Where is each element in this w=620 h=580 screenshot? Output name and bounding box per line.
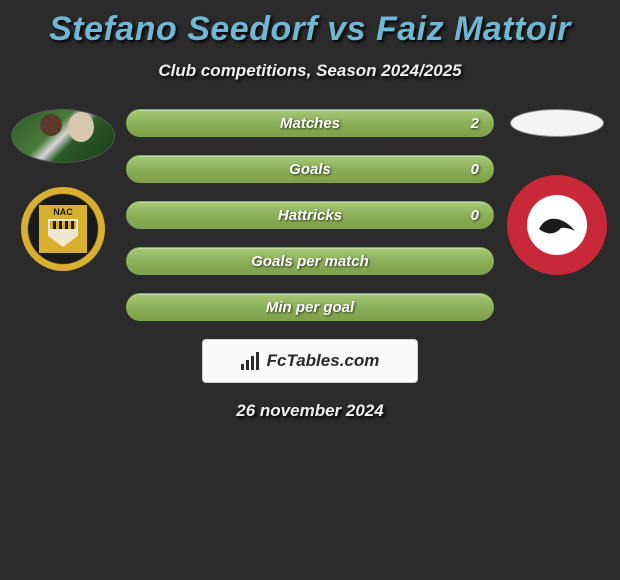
stat-value: 0 [471, 207, 479, 224]
stat-label: Goals [289, 161, 331, 178]
stat-bar: Goals 0 [126, 155, 494, 183]
club-left-badge: NAC [21, 187, 105, 271]
brand-label: FcTables.com [267, 351, 380, 371]
stat-bar: Hattricks 0 [126, 201, 494, 229]
content-row: NAC Matches 2 Goals 0 Hattricks 0 Goals … [0, 109, 620, 321]
stat-bar: Matches 2 [126, 109, 494, 137]
snapshot-date: 26 november 2024 [0, 401, 620, 421]
stat-value: 2 [471, 115, 479, 132]
stat-bar: Goals per match [126, 247, 494, 275]
stat-label: Goals per match [251, 253, 369, 270]
player-left-photo [11, 109, 115, 163]
stat-bar: Min per goal [126, 293, 494, 321]
left-column: NAC [8, 109, 118, 271]
comparison-title: Stefano Seedorf vs Faiz Mattoir [0, 0, 620, 49]
bar-chart-icon [241, 352, 263, 370]
club-right-badge [507, 175, 607, 275]
stat-label: Matches [280, 115, 340, 132]
brand-watermark[interactable]: FcTables.com [202, 339, 418, 383]
shield-icon [48, 219, 78, 247]
stat-label: Hattricks [278, 207, 342, 224]
player-right-photo [510, 109, 604, 137]
season-subtitle: Club competitions, Season 2024/2025 [0, 61, 620, 81]
right-column [502, 109, 612, 275]
club-left-label: NAC [53, 207, 73, 217]
stats-bars: Matches 2 Goals 0 Hattricks 0 Goals per … [118, 109, 502, 321]
bird-icon [537, 213, 577, 237]
stat-value: 0 [471, 161, 479, 178]
stat-label: Min per goal [266, 299, 354, 316]
